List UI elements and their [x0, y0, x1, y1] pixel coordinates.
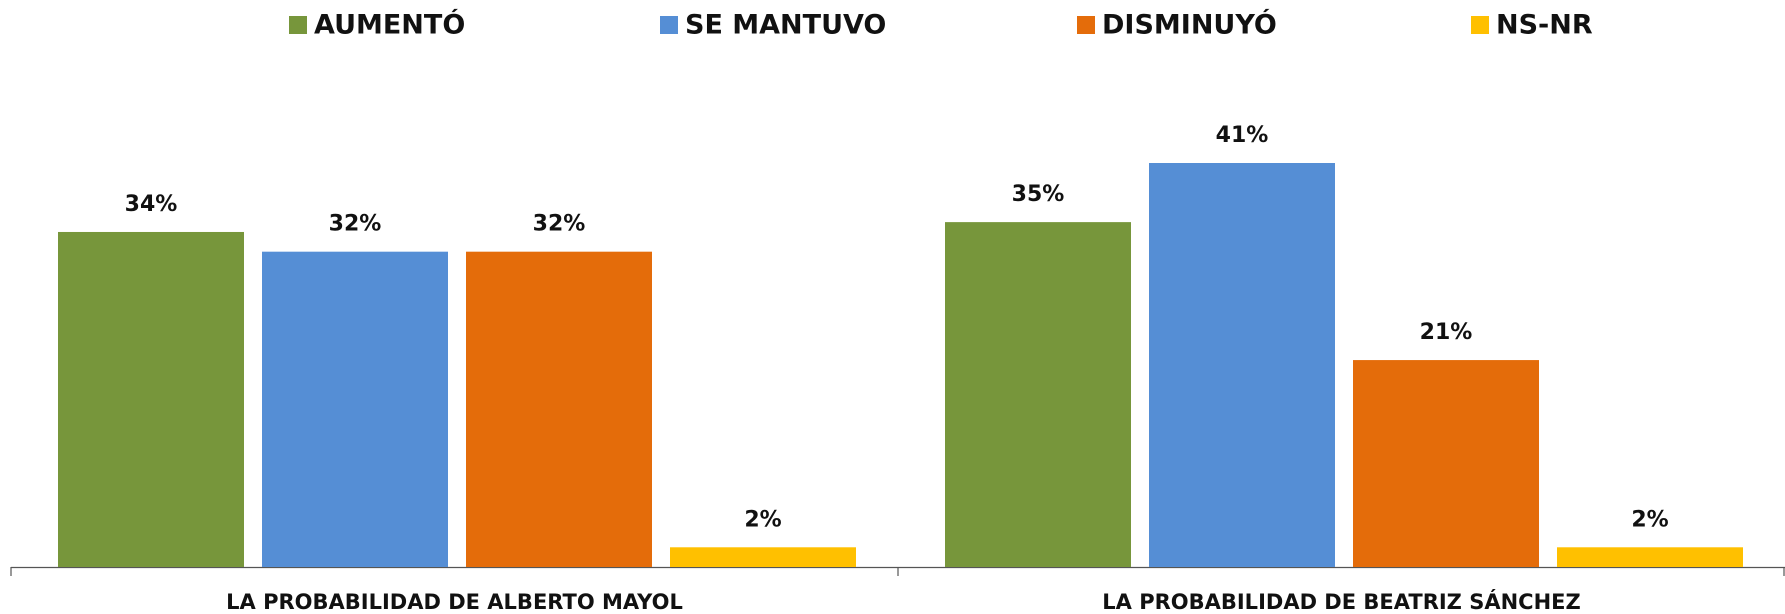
data-label: 35% — [1012, 182, 1065, 207]
data-label: 41% — [1216, 123, 1269, 148]
x-tick-label: LA PROBABILIDAD DE ALBERTO MAYOL — [226, 590, 683, 614]
bar — [58, 231, 244, 567]
bar — [466, 251, 652, 567]
legend-label: AUMENTÓ — [314, 9, 465, 41]
legend-swatch — [660, 16, 678, 34]
data-label: 2% — [1631, 507, 1668, 532]
data-label: 32% — [533, 212, 586, 237]
bar — [1557, 547, 1743, 567]
data-label: 32% — [329, 212, 382, 237]
legend-label: SE MANTUVO — [685, 10, 886, 41]
bar — [1149, 163, 1335, 567]
legend-label: DISMINUYÓ — [1102, 9, 1277, 41]
data-label: 34% — [125, 192, 178, 217]
x-tick-label: LA PROBABILIDAD DE BEATRIZ SÁNCHEZ — [1102, 589, 1580, 614]
legend-swatch — [289, 16, 307, 34]
bar — [670, 547, 856, 567]
legend-label: NS-NR — [1496, 10, 1593, 41]
bar — [945, 222, 1131, 567]
legend-swatch — [1077, 16, 1095, 34]
bar — [1353, 360, 1539, 567]
data-label: 21% — [1420, 320, 1473, 345]
data-label: 2% — [744, 507, 781, 532]
legend-swatch — [1471, 16, 1489, 34]
bar — [262, 251, 448, 567]
